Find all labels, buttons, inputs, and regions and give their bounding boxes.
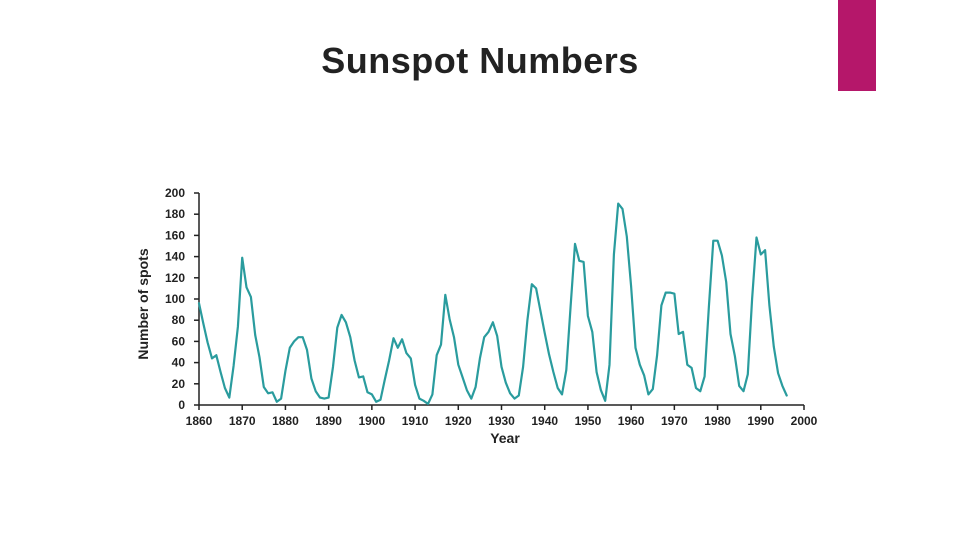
y-tick-label: 100 <box>165 292 185 306</box>
x-tick-label: 1940 <box>531 414 558 428</box>
x-tick-label: 1900 <box>359 414 386 428</box>
x-tick-label: 1950 <box>575 414 602 428</box>
x-tick-label: 1970 <box>661 414 688 428</box>
y-tick-label: 0 <box>178 398 185 412</box>
y-axis-label: Number of spots <box>135 248 151 359</box>
y-tick-label: 140 <box>165 250 185 264</box>
plot-area: 0 20 40 60 80 100 120 140 160 180 200 1860 1870 1880… <box>165 186 818 428</box>
y-tick-label: 20 <box>172 377 186 391</box>
x-tick-label: 1980 <box>704 414 731 428</box>
accent-bar <box>838 0 876 91</box>
y-tick-label: 40 <box>172 356 186 370</box>
y-tick-label: 180 <box>165 207 185 221</box>
y-tick-label: 160 <box>165 228 185 242</box>
x-axis-ticks: 1860 1870 1880 1890 1900 1910 1920 1930 1940 1950… <box>186 405 818 428</box>
x-tick-label: 1910 <box>402 414 429 428</box>
x-tick-label: 1960 <box>618 414 645 428</box>
y-tick-label: 80 <box>172 313 186 327</box>
x-tick-label: 1920 <box>445 414 472 428</box>
x-tick-label: 1930 <box>488 414 515 428</box>
sunspot-series-line <box>197 202 788 405</box>
x-tick-label: 2000 <box>791 414 818 428</box>
x-tick-label: 1870 <box>229 414 256 428</box>
x-tick-label: 1890 <box>315 414 342 428</box>
y-tick-label: 60 <box>172 334 186 348</box>
x-axis-label: Year <box>490 430 520 446</box>
y-tick-label: 200 <box>165 186 185 200</box>
y-axis-ticks: 0 20 40 60 80 100 120 140 160 180 200 <box>165 186 199 412</box>
slide-title: Sunspot Numbers <box>321 40 639 81</box>
x-tick-label: 1860 <box>186 414 213 428</box>
y-tick-label: 120 <box>165 271 185 285</box>
x-tick-label: 1880 <box>272 414 299 428</box>
x-tick-label: 1990 <box>747 414 774 428</box>
